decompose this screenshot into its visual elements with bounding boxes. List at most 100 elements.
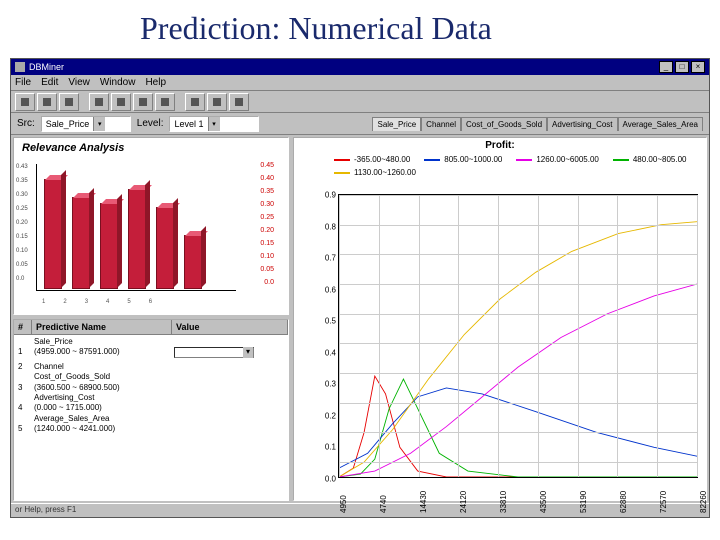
- minimize-button[interactable]: _: [659, 61, 673, 73]
- legend-swatch: [424, 159, 440, 161]
- status-bar: or Help, press F1: [11, 503, 709, 517]
- col-value: Value: [172, 320, 288, 334]
- src-label: Src:: [17, 118, 35, 129]
- profit-ytick: 0.9: [306, 191, 336, 200]
- src-combo[interactable]: Sale_Price ▾: [41, 116, 131, 132]
- table-row: 2Channel: [18, 362, 284, 372]
- relevance-right-label: 0.20: [260, 227, 274, 234]
- relevance-bar: [44, 179, 62, 289]
- menu-edit[interactable]: Edit: [41, 77, 58, 88]
- profit-xtick: 43500: [539, 491, 548, 513]
- src-value: Sale_Price: [42, 119, 94, 129]
- profit-chart-panel: Profit: -365.00~480.00805.00~1000.001260…: [293, 137, 707, 501]
- profit-xtick: 14430: [419, 491, 428, 513]
- profit-legend: -365.00~480.00 805.00~1000.00 1260.00~6005…: [294, 153, 706, 181]
- relevance-ytick: 0.20: [16, 220, 28, 226]
- run-icon[interactable]: [185, 93, 205, 111]
- menu-file[interactable]: File: [15, 77, 31, 88]
- menu-window[interactable]: Window: [100, 77, 136, 88]
- help-icon[interactable]: [207, 93, 227, 111]
- legend-swatch: [334, 159, 350, 161]
- chevron-down-icon[interactable]: ▾: [208, 117, 220, 131]
- profit-xtick: 53190: [579, 491, 588, 513]
- profit-ytick: 0.3: [306, 380, 336, 389]
- legend-label: 805.00~1000.00: [444, 155, 502, 164]
- relevance-title: Relevance Analysis: [14, 138, 288, 158]
- toolbar: [11, 91, 709, 113]
- left-column: Relevance Analysis 123456 0.430.350.300.…: [11, 135, 291, 503]
- control-bar: Src: Sale_Price ▾ Level: Level 1 ▾ Sale_…: [11, 113, 709, 135]
- legend-item: 1260.00~6005.00: [516, 155, 599, 164]
- legend-item: -365.00~480.00: [334, 155, 410, 164]
- profit-xtick: 62880: [619, 491, 628, 513]
- relevance-ytick: 0.43: [16, 164, 28, 170]
- profit-curve: [339, 388, 697, 468]
- tab-average-sales-area[interactable]: Average_Sales_Area: [618, 117, 703, 131]
- chevron-down-icon[interactable]: ▾: [93, 117, 105, 131]
- table-row: 3(3600.500 ~ 68900.500): [18, 383, 284, 393]
- cut-icon[interactable]: [111, 93, 131, 111]
- profit-ytick: 0.7: [306, 254, 336, 263]
- legend-swatch: [334, 172, 350, 174]
- content-area: Relevance Analysis 123456 0.430.350.300.…: [11, 135, 709, 503]
- menubar: File Edit View Window Help: [11, 75, 709, 91]
- table-row: Sale_Price: [18, 337, 284, 347]
- relevance-ytick: 0.15: [16, 234, 28, 240]
- legend-label: 480.00~805.00: [633, 155, 687, 164]
- open-icon[interactable]: [37, 93, 57, 111]
- relevance-right-label: 0.10: [260, 253, 274, 260]
- relevance-right-label: 0.0: [264, 279, 274, 286]
- profit-curve: [339, 222, 697, 477]
- relevance-ytick: 0.10: [16, 248, 28, 254]
- relevance-bar-chart: 123456 0.430.350.300.250.200.150.100.050…: [14, 158, 284, 313]
- table-row: Advertising_Cost: [18, 393, 284, 403]
- legend-item: 805.00~1000.00: [424, 155, 502, 164]
- table-row: 5(1240.000 ~ 4241.000): [18, 424, 284, 434]
- profit-xtick: 82260: [699, 491, 708, 513]
- relevance-bar: [72, 197, 90, 289]
- relevance-xtick: 3: [85, 299, 88, 305]
- relevance-xtick: 4: [106, 299, 109, 305]
- relevance-xtick: 5: [127, 299, 130, 305]
- level-label: Level:: [137, 118, 164, 129]
- relevance-ytick: 0.25: [16, 206, 28, 212]
- save-icon[interactable]: [59, 93, 79, 111]
- relevance-ytick: 0.05: [16, 262, 28, 268]
- relevance-right-label: 0.40: [260, 175, 274, 182]
- level-value: Level 1: [170, 119, 207, 129]
- relevance-ytick: 0.35: [16, 178, 28, 184]
- tab-advertising-cost[interactable]: Advertising_Cost: [547, 117, 617, 131]
- relevance-ytick: 0.30: [16, 192, 28, 198]
- relevance-ytick: 0.0: [16, 276, 24, 282]
- relevance-xtick: 1: [42, 299, 45, 305]
- stop-icon[interactable]: [229, 93, 249, 111]
- app-window: DBMiner _ □ × FileEditViewWindowHelp Src…: [10, 58, 710, 518]
- grid-header: # Predictive Name Value: [14, 320, 288, 335]
- tab-cost-of-goods-sold[interactable]: Cost_of_Goods_Sold: [461, 117, 547, 131]
- tab-channel[interactable]: Channel: [421, 117, 461, 131]
- maximize-button[interactable]: □: [675, 61, 689, 73]
- profit-xtick: 4950: [339, 495, 348, 513]
- profit-ytick: 0.2: [306, 411, 336, 420]
- close-button[interactable]: ×: [691, 61, 705, 73]
- copy-icon[interactable]: [133, 93, 153, 111]
- new-icon[interactable]: [15, 93, 35, 111]
- value-combo[interactable]: [174, 347, 254, 358]
- paste-icon[interactable]: [155, 93, 175, 111]
- relevance-bar: [128, 189, 146, 289]
- relevance-bar: [156, 207, 174, 289]
- relevance-bar: [100, 203, 118, 289]
- menu-view[interactable]: View: [68, 77, 90, 88]
- legend-label: 1130.00~1260.00: [354, 168, 416, 177]
- table-row: Average_Sales_Area: [18, 414, 284, 424]
- print-icon[interactable]: [89, 93, 109, 111]
- tab-sale-price[interactable]: Sale_Price: [372, 117, 421, 131]
- legend-item: 480.00~805.00: [613, 155, 687, 164]
- menu-help[interactable]: Help: [145, 77, 166, 88]
- sys-icon: [15, 62, 25, 72]
- level-combo[interactable]: Level 1 ▾: [169, 116, 259, 132]
- profit-ytick: 0.4: [306, 348, 336, 357]
- legend-label: 1260.00~6005.00: [536, 155, 599, 164]
- relevance-bar: [184, 235, 202, 289]
- relevance-right-label: 0.25: [260, 214, 274, 221]
